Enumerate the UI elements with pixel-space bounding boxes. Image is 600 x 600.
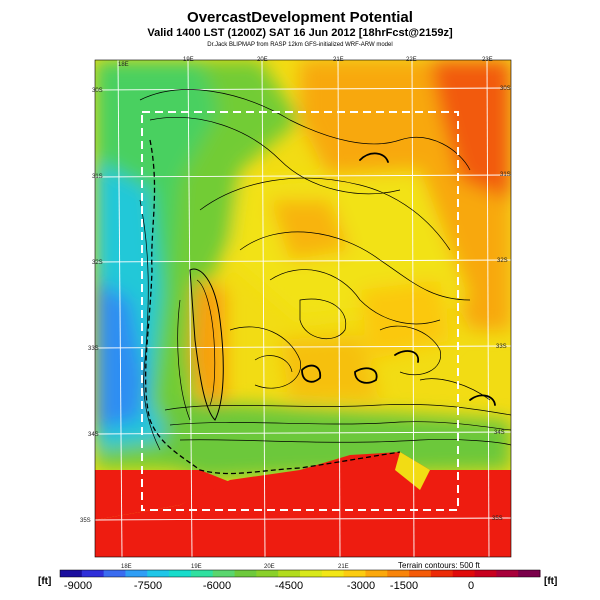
- map-title: OvercastDevelopment Potential: [187, 9, 413, 26]
- lon-label: 21E: [333, 57, 344, 63]
- lat-label: 31S: [500, 172, 511, 178]
- field-layer: [95, 60, 511, 557]
- colorbar-swatch: [321, 570, 345, 577]
- lon-label: 19E: [183, 57, 194, 63]
- colorbar-tick: -6000: [202, 580, 232, 592]
- colorbar-swatch: [496, 570, 519, 577]
- lat-label: 34S: [494, 430, 505, 436]
- lat-label: 30S: [92, 88, 103, 94]
- lat-label: 32S: [497, 258, 508, 264]
- colorbar-swatch: [365, 570, 388, 577]
- lon-label: 19E: [191, 564, 202, 570]
- lon-bottom-labels: 18E 19E 20E 21E: [121, 564, 349, 570]
- colorbar-swatch: [147, 570, 170, 577]
- model-credit: Dr.Jack BLIPMAP from RASP 12km GFS-initi…: [207, 42, 393, 48]
- lat-label: 33S: [88, 346, 99, 352]
- lon-label: 20E: [257, 57, 268, 63]
- lon-label: 22E: [406, 57, 417, 63]
- colorbar-swatch: [300, 570, 323, 577]
- lon-label: 18E: [118, 62, 129, 68]
- colorbar-swatch: [256, 570, 279, 577]
- lat-label: 32S: [92, 260, 103, 266]
- lat-label: 30S: [500, 86, 511, 92]
- colorbar-swatch: [452, 570, 476, 577]
- colorbar-swatch: [518, 570, 541, 577]
- coastline: [144, 139, 401, 475]
- colorbar-swatch: [387, 570, 410, 577]
- lat-label: 31S: [92, 174, 103, 180]
- lat-left-labels: 30S 31S 32S 33S 34S 35S: [80, 88, 103, 524]
- colorbar-swatch: [169, 570, 192, 577]
- colorbar-tick: 0: [467, 580, 475, 592]
- map-frame: [94, 59, 512, 558]
- lon-label: 20E: [264, 564, 275, 570]
- colorbar-swatch: [103, 570, 126, 577]
- colorbar-swatch: [409, 570, 432, 577]
- cloud-contours: [301, 152, 496, 406]
- colorbar-frame: [59, 569, 541, 578]
- colorbar-swatch: [343, 570, 366, 577]
- colorbar-swatch: [81, 570, 105, 577]
- lon-label: 23E: [482, 57, 493, 63]
- colorbar-tick: -4500: [274, 580, 304, 592]
- colorbar-swatch: [474, 570, 497, 577]
- colorbar-swatch: [430, 570, 454, 577]
- lon-label: 18E: [121, 564, 132, 570]
- colorbar-swatch: [125, 570, 148, 577]
- colorbar-unit-left: [ft]: [38, 576, 52, 587]
- lat-label: 35S: [492, 516, 503, 522]
- terrain-contours: [139, 89, 511, 451]
- lat-label: 34S: [88, 432, 99, 438]
- lon-label: 21E: [338, 564, 349, 570]
- valid-time-subtitle: Valid 1400 LST (1200Z) SAT 16 Jun 2012 […: [147, 27, 453, 39]
- lat-label: 35S: [80, 518, 91, 524]
- colorbar-unit-right: [ft]: [544, 576, 558, 587]
- colorbar-swatch: [212, 570, 236, 577]
- colorbar-tick: -3000: [346, 580, 376, 592]
- lat-right-labels: 30S 31S 32S 33S 34S 35S: [492, 86, 511, 522]
- terrain-contour-note: Terrain contours: 500 ft: [398, 561, 480, 570]
- domain-box: [141, 111, 459, 511]
- colorbar: [59, 569, 541, 578]
- colorbar-tick: -7500: [133, 580, 163, 592]
- colorbar-swatch: [60, 570, 83, 577]
- colorbar-swatch: [278, 570, 301, 577]
- colorbar-tick: -9000: [63, 580, 93, 592]
- colorbar-swatch: [190, 570, 214, 577]
- lat-label: 33S: [496, 344, 507, 350]
- colorbar-tick: -1500: [389, 580, 419, 592]
- colorbar-swatch: [234, 570, 257, 577]
- lon-top-labels: 18E 19E 20E 21E 22E 23E: [118, 57, 493, 68]
